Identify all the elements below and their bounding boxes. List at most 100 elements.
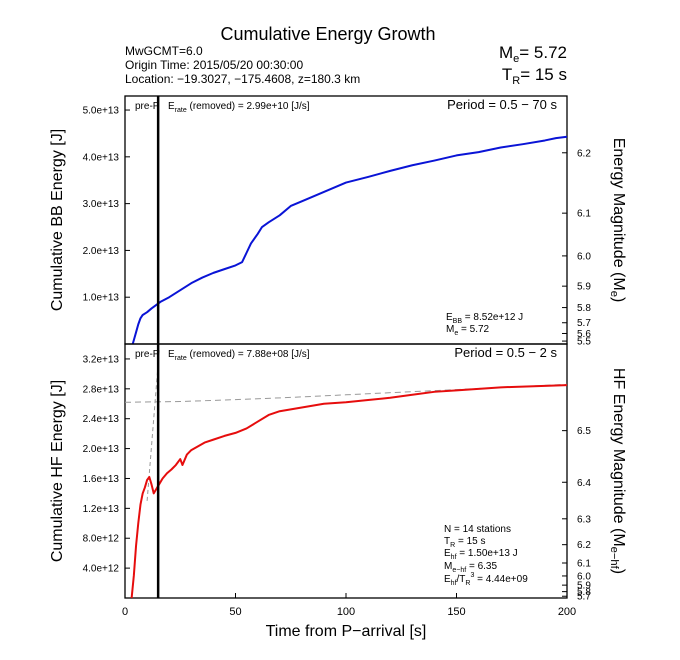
bottom-tr-annotation-part-2: = 15 s — [455, 536, 485, 547]
me-summary: Me= 5.72 — [499, 43, 567, 65]
origin-time: Origin Time: 2015/05/20 00:30:00 — [125, 58, 303, 72]
bottom-y-tick-label: 3.2e+13 — [83, 354, 120, 365]
top-erate-label-part-2: (removed) = 2.99e+10 [J/s] — [187, 101, 310, 112]
bottom-right-tick-label: 5.7 — [577, 592, 591, 603]
bottom-erate-label: Erate (removed) = 7.88e+08 [J/s] — [168, 349, 310, 362]
top-right-tick-label: 6.0 — [577, 251, 591, 262]
bottom-ratio-annotation-part-5: = 4.44e+09 — [474, 574, 528, 585]
x-tick-label: 200 — [558, 606, 576, 618]
tr-summary-sub: R — [512, 75, 520, 87]
x-tick-label: 0 — [122, 606, 128, 618]
top-right-tick-label: 5.7 — [577, 318, 591, 329]
top-me-annotation-part-2: = 5.72 — [458, 324, 489, 335]
bottom-right-tick-label: 6.4 — [577, 478, 591, 489]
bottom-ehf-annotation-part-1: hf — [451, 554, 457, 561]
bottom-y-tick-label: 2.0e+13 — [83, 444, 120, 455]
bottom-right-tick-label: 6.5 — [577, 426, 591, 437]
bottom-ratio-annotation-part-1: hf — [451, 580, 457, 587]
bottom-erate-label-part-2: (removed) = 7.88e+08 [J/s] — [187, 349, 310, 360]
bottom-tr-annotation: TR = 15 s — [444, 536, 485, 549]
top-right-tick-label: 5.8 — [577, 303, 591, 314]
top-panel: 1.0e+132.0e+133.0e+134.0e+135.0e+135.55.… — [49, 95, 627, 348]
bottom-mehf-annotation-part-1: e−hf — [452, 567, 466, 574]
bottom-right-axis-label-part-2: ) — [610, 569, 627, 574]
bottom-y-tick-label: 1.6e+13 — [83, 474, 120, 485]
bottom-right-tick-label: 6.0 — [577, 571, 591, 582]
bottom-series-line-0 — [130, 384, 568, 599]
bottom-y-tick-label: 8.0e+12 — [83, 534, 120, 545]
bottom-ratio-annotation: Ehf/TR3 = 4.44e+09 — [444, 572, 528, 587]
top-me-annotation-part-1: e — [454, 330, 458, 337]
bottom-dashed-fit-line — [124, 383, 568, 403]
bottom-ratio-annotation-part-3: R — [465, 580, 470, 587]
top-pre-p-label: pre-P — [135, 101, 160, 112]
x-tick-label: 50 — [229, 606, 241, 618]
x-tick-label: 150 — [447, 606, 465, 618]
bottom-y-tick-label: 1.2e+13 — [83, 504, 120, 515]
chart-title: Cumulative Energy Growth — [220, 24, 435, 44]
bottom-right-tick-label: 5.9 — [577, 581, 591, 592]
bottom-mehf-annotation-part-2: = 6.35 — [466, 561, 497, 572]
tr-summary: TR= 15 s — [502, 65, 567, 87]
bottom-ratio-annotation-part-4: 3 — [470, 572, 474, 579]
top-ebb-annotation-part-2: = 8.52e+12 J — [462, 312, 523, 323]
top-plot-frame — [124, 95, 568, 345]
bottom-right-tick-label: 6.2 — [577, 540, 591, 551]
bottom-y-tick-label: 2.8e+13 — [83, 384, 120, 395]
bottom-erate-label-part-0: E — [168, 349, 175, 360]
bottom-right-tick-label: 6.1 — [577, 558, 591, 569]
bottom-panel: 4.0e+12 8.0e+12 1.2e+13 1.6e+13 2.0e+13 2.4e+… — [49, 343, 627, 640]
top-y-tick-label: 5.0e+13 — [83, 106, 120, 117]
top-right-tick-label: 5.5 — [577, 337, 591, 348]
bottom-period-label: Period = 0.5 − 2 s — [454, 345, 557, 360]
bottom-tr-annotation-part-0: T — [444, 536, 450, 547]
bottom-y-axis-label: Cumulative HF Energy [J] — [49, 380, 66, 562]
top-y-tick-label: 4.0e+13 — [83, 152, 120, 163]
top-right-tick-label: 6.2 — [577, 148, 591, 159]
top-erate-label-part-1: rate — [175, 107, 187, 114]
bottom-y-tick-label: 4.0e+12 — [83, 564, 120, 575]
bottom-right-tick-label: 6.3 — [577, 514, 591, 525]
top-ebb-annotation-part-0: E — [446, 312, 453, 323]
top-right-tick-label: 6.1 — [577, 209, 591, 220]
top-series-line-0 — [131, 135, 568, 345]
top-me-annotation-part-0: M — [446, 324, 454, 335]
bottom-n-stations-annotation: N = 14 stations — [444, 524, 511, 535]
top-y-tick-label: 2.0e+13 — [83, 246, 120, 257]
bottom-right-axis-label-part-1: e−hf — [608, 547, 620, 570]
top-erate-label: Erate (removed) = 2.99e+10 [J/s] — [168, 101, 310, 114]
top-right-axis-label-part-0: Energy Magnitude (M — [610, 138, 627, 291]
bottom-ratio-annotation-part-0: E — [444, 574, 451, 585]
me-summary-value: = 5.72 — [519, 43, 567, 62]
top-ebb-annotation: EBB = 8.52e+12 J — [446, 312, 523, 325]
top-right-axis-label: Energy Magnitude (Me) — [608, 138, 627, 303]
top-y-tick-label: 1.0e+13 — [83, 293, 120, 304]
tr-summary-value: = 15 s — [520, 65, 567, 84]
event-name: MwGCMT=6.0 — [125, 44, 203, 58]
bottom-ehf-annotation-part-0: E — [444, 548, 451, 559]
bottom-ehf-annotation-part-2: = 1.50e+13 J — [457, 548, 518, 559]
bottom-mehf-annotation: Me−hf = 6.35 — [444, 561, 497, 574]
bottom-mehf-annotation-part-0: M — [444, 561, 452, 572]
top-period-label: Period = 0.5 − 70 s — [447, 97, 557, 112]
bottom-right-axis-label: HF Energy Magnitude (Me−hf) — [608, 368, 627, 574]
top-y-axis-label: Cumulative BB Energy [J] — [49, 129, 66, 311]
tr-summary-label: T — [502, 65, 512, 84]
bottom-tr-annotation-part-1: R — [450, 542, 455, 549]
bottom-pre-p-label: pre-P — [135, 349, 160, 360]
top-right-tick-label: 5.6 — [577, 329, 591, 340]
x-tick-label: 100 — [337, 606, 355, 618]
x-axis-label: Time from P−arrival [s] — [266, 623, 427, 640]
bottom-ehf-annotation: Ehf = 1.50e+13 J — [444, 548, 518, 561]
top-right-tick-label: 5.9 — [577, 282, 591, 293]
top-erate-label-part-0: E — [168, 101, 175, 112]
top-right-axis-label-part-2: ) — [610, 297, 627, 302]
me-summary-sub: e — [513, 53, 519, 65]
bottom-right-axis-label-part-0: HF Energy Magnitude (M — [610, 368, 627, 547]
top-ebb-annotation-part-1: BB — [453, 318, 463, 325]
top-y-tick-label: 3.0e+13 — [83, 199, 120, 210]
bottom-y-tick-label: 2.4e+13 — [83, 414, 120, 425]
bottom-ratio-annotation-part-2: /T — [457, 574, 466, 585]
top-me-annotation: Me = 5.72 — [446, 324, 490, 337]
